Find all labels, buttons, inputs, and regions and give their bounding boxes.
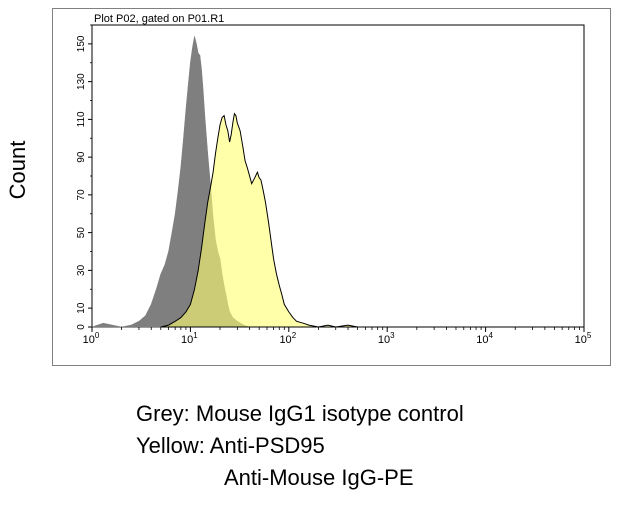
x-tick-label: 101 — [181, 331, 198, 346]
x-tick-label: 102 — [279, 331, 296, 346]
x-tick-label: 105 — [575, 331, 592, 346]
x-tick-label: 103 — [378, 331, 395, 346]
y-axis-label-area: Count — [0, 60, 36, 280]
legend-grey-entry: Grey: Mouse IgG1 isotype control — [136, 401, 464, 426]
y-axis-label: Count — [5, 140, 30, 200]
axis-layer: 100 101 102 103 104 105 0 10 30 50 70 90 110 130 150 — [76, 24, 592, 346]
histogram-chart: Plot P02, gated on P01.R1 100 101 102 103 10… — [52, 8, 611, 366]
yellow-histogram — [160, 112, 372, 328]
y-tick-label: 150 — [76, 35, 87, 52]
chart-title: Plot P02, gated on P01.R1 — [94, 13, 224, 25]
y-tick-label: 50 — [76, 227, 87, 239]
y-tick-label: 30 — [76, 264, 87, 276]
y-tick-label: 70 — [76, 189, 87, 201]
y-tick-label: 130 — [76, 73, 87, 90]
y-tick-label: 0 — [76, 324, 87, 330]
x-tick-label: 104 — [476, 331, 493, 346]
series-layer — [91, 36, 372, 328]
y-tick-label: 110 — [76, 111, 87, 127]
legend-yellow-entry: Yellow: Anti-PSD95 — [136, 433, 325, 458]
y-tick-label: 10 — [76, 302, 87, 314]
legend-caption: Grey: Mouse IgG1 isotype control Yellow:… — [136, 398, 464, 494]
legend-yellow-entry-continued: Anti-Mouse IgG-PE — [224, 465, 414, 490]
x-tick-label: 100 — [83, 331, 100, 346]
y-tick-label: 90 — [76, 151, 87, 163]
